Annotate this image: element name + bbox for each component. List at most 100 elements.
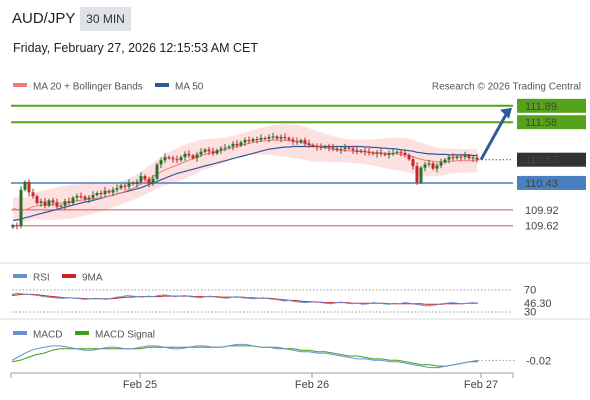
candle-body	[435, 165, 439, 169]
candle-body	[383, 153, 387, 155]
candle-body	[171, 158, 175, 160]
candle-body	[247, 140, 251, 142]
candle-body	[111, 189, 115, 193]
candle-body	[95, 192, 99, 196]
price-label-minor: 109.92	[525, 205, 559, 217]
copyright-text: Research © 2026 Trading Central	[432, 82, 581, 93]
candle-body	[119, 185, 123, 189]
candle-body	[51, 200, 55, 203]
candle-body	[347, 147, 351, 149]
candle-body	[55, 202, 59, 207]
candle-body	[219, 148, 223, 151]
candle-body	[239, 142, 243, 146]
projection-arrow-head	[500, 107, 512, 119]
candle-body	[259, 138, 263, 140]
candle-body	[423, 164, 427, 168]
candle-body	[231, 143, 235, 147]
candle-body	[407, 154, 411, 160]
candle-body	[43, 201, 47, 206]
candle-body	[339, 149, 343, 151]
candle-body	[351, 148, 355, 151]
candle-body	[203, 149, 207, 152]
legend-macd-signal-label: MACD Signal	[95, 330, 155, 341]
candle-body	[291, 139, 295, 142]
candle-body	[195, 154, 199, 159]
candle-body	[371, 152, 375, 154]
legend-ma20-label: MA 20 + Bollinger Bands	[33, 82, 143, 93]
candle-body	[227, 146, 231, 148]
price-label-minor: 109.62	[525, 221, 559, 233]
candle-body	[299, 140, 303, 143]
candle-body	[447, 157, 451, 160]
rsi-last-value: 46.30	[524, 298, 552, 310]
candle-body	[147, 179, 151, 184]
candle-body	[187, 153, 191, 156]
candle-body	[39, 201, 43, 204]
candle-body	[335, 148, 339, 151]
candle-body	[115, 188, 119, 190]
candle-body	[379, 152, 383, 154]
candle-body	[27, 181, 31, 193]
price-label-resistance: 111.89	[525, 101, 557, 113]
candle-body	[455, 156, 459, 159]
candle-body	[183, 153, 187, 158]
candle-body	[211, 151, 215, 154]
macd-signal-line	[11, 345, 478, 367]
candle-body	[451, 157, 455, 159]
candle-body	[319, 147, 323, 149]
candle-body	[199, 151, 203, 155]
candle-body	[315, 145, 319, 148]
candle-body	[99, 192, 103, 195]
rsi-line	[11, 292, 479, 307]
timeframe-badge[interactable]: 30 MIN	[80, 7, 131, 31]
candle-body	[419, 167, 423, 183]
candle-body	[403, 152, 407, 155]
candle-body	[63, 201, 67, 206]
candle-body	[79, 196, 83, 198]
legend-rsi-swatch	[13, 274, 27, 278]
candle-body	[355, 150, 359, 152]
candle-body	[263, 138, 267, 140]
candle-body	[107, 190, 111, 193]
candle-body	[459, 156, 463, 158]
candle-body	[267, 136, 271, 139]
candle-body	[443, 159, 447, 163]
x-tick-label: Feb 27	[464, 379, 498, 391]
rsi-tick-30: 30	[524, 307, 536, 319]
candle-body	[223, 147, 227, 149]
candle-body	[367, 151, 371, 153]
candle-body	[15, 225, 19, 227]
x-tick-label: Feb 26	[295, 379, 329, 391]
candle-body	[11, 225, 15, 228]
legend-ma20-swatch	[13, 83, 27, 87]
candle-body	[375, 152, 379, 154]
candle-body	[323, 146, 327, 148]
candle-body	[303, 140, 307, 144]
candle-body	[19, 189, 23, 226]
candle-body	[415, 166, 419, 183]
projection-arrow-shaft	[479, 112, 509, 161]
candle-body	[363, 150, 367, 152]
candle-body	[411, 159, 415, 167]
candle-body	[23, 181, 27, 190]
chart-header: AUD/JPY 30 MIN	[0, 0, 590, 36]
candle-body	[331, 147, 335, 149]
candle-body	[175, 159, 179, 161]
candle-body	[47, 200, 51, 206]
candle-body	[295, 141, 299, 143]
candle-body	[91, 195, 95, 198]
candle-body	[155, 164, 159, 179]
legend-macd-label: MACD	[33, 330, 62, 341]
candle-body	[359, 150, 363, 152]
candle-body	[439, 162, 443, 166]
ma50-line	[12, 145, 477, 222]
candle-body	[127, 182, 131, 187]
candle-body	[135, 181, 139, 184]
candle-body	[163, 157, 167, 161]
price-label-box	[517, 175, 586, 190]
candle-body	[131, 182, 135, 184]
price-label-box	[517, 98, 586, 113]
timestamp: Friday, February 27, 2026 12:15:53 AM CE…	[13, 41, 259, 55]
legend-rsi-ma-label: 9MA	[82, 273, 103, 284]
